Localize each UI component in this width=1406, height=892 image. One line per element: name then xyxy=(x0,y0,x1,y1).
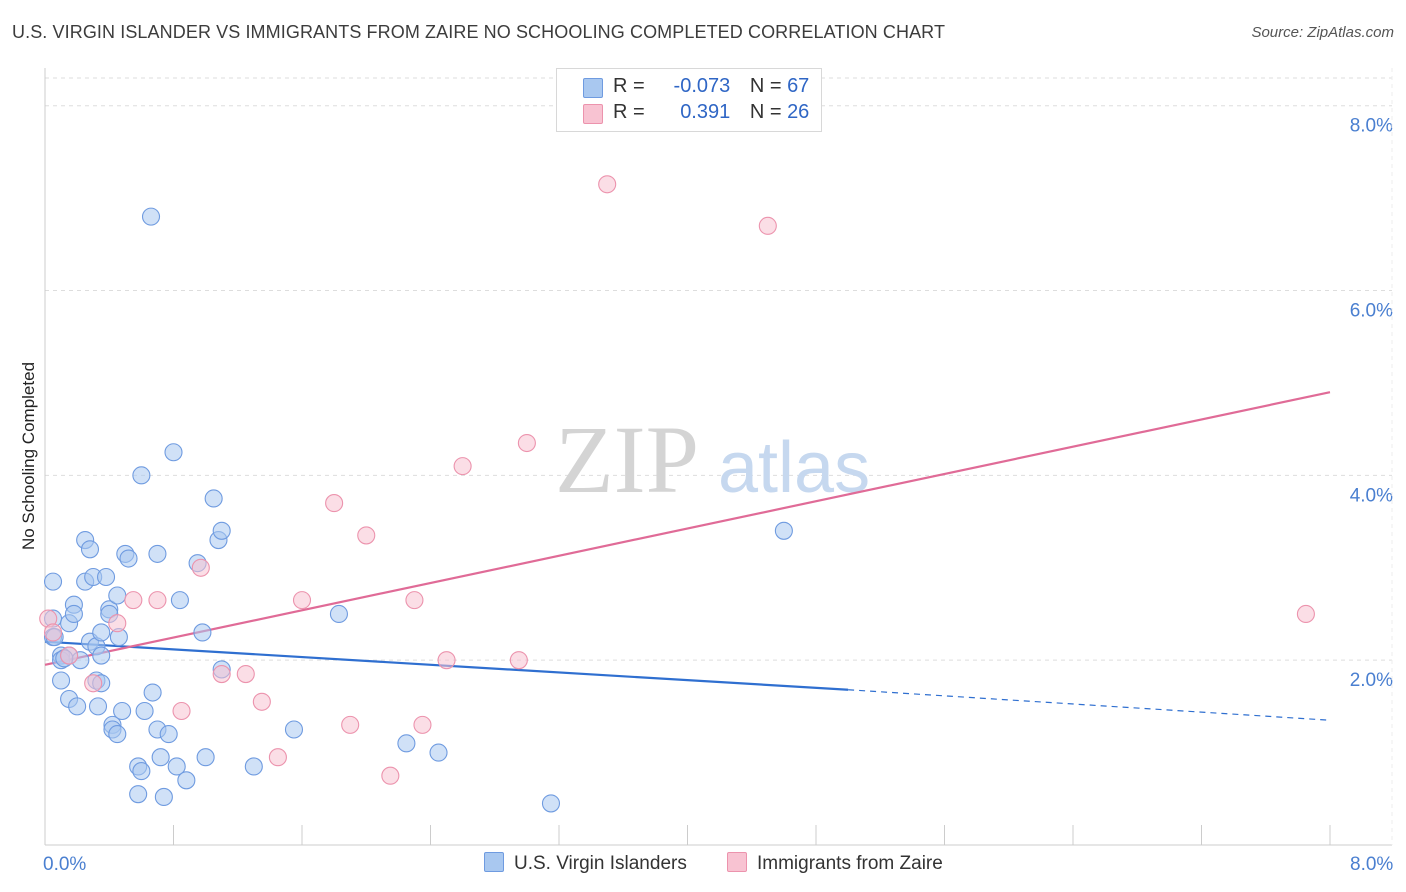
watermark: ZIP atlas xyxy=(555,406,870,513)
point-virgin-islander xyxy=(119,549,138,568)
point-zaire xyxy=(381,766,400,785)
r-value: -0.073 xyxy=(673,75,731,97)
point-virgin-islander xyxy=(141,207,161,226)
point-virgin-islander xyxy=(80,540,100,559)
point-virgin-islander xyxy=(148,544,167,563)
point-zaire xyxy=(598,175,617,194)
grid-lines xyxy=(45,77,1392,661)
y-tick-label: 8.0% xyxy=(1350,116,1393,137)
legend-swatch-pink xyxy=(583,104,603,124)
data-points xyxy=(39,175,1315,813)
point-virgin-islander xyxy=(52,671,71,690)
point-virgin-islander xyxy=(541,794,561,813)
point-virgin-islander xyxy=(132,762,151,781)
x-tick-right: 8.0% xyxy=(1350,854,1393,875)
point-virgin-islander xyxy=(167,757,186,776)
y-axis-label: No Schooling Completed xyxy=(19,362,38,550)
point-zaire xyxy=(148,591,167,610)
n-label: N = xyxy=(749,101,782,123)
point-zaire xyxy=(517,433,536,453)
point-virgin-islander xyxy=(64,604,83,624)
n-value: 26 xyxy=(787,101,810,123)
point-zaire xyxy=(325,494,344,513)
legend-swatch-pink xyxy=(727,852,747,872)
watermark-zip: ZIP xyxy=(555,406,699,513)
r-label: R = xyxy=(613,101,645,123)
point-virgin-islander xyxy=(193,623,212,642)
n-value: 67 xyxy=(787,75,810,97)
point-virgin-islander xyxy=(132,466,151,485)
point-zaire xyxy=(43,623,63,642)
point-zaire xyxy=(341,715,360,734)
legend-label: U.S. Virgin Islanders xyxy=(514,853,687,874)
source-label: Source: ZipAtlas.com xyxy=(1251,24,1394,41)
point-zaire xyxy=(108,614,127,633)
point-zaire xyxy=(357,526,376,545)
point-zaire xyxy=(172,701,191,721)
point-virgin-islander xyxy=(244,757,263,776)
point-virgin-islander xyxy=(204,489,223,508)
legend-label: Immigrants from Zaire xyxy=(757,853,943,874)
point-virgin-islander xyxy=(164,443,183,462)
point-virgin-islander xyxy=(108,586,127,605)
trend-line-1 xyxy=(44,391,1331,666)
point-zaire xyxy=(1296,604,1315,624)
point-virgin-islander xyxy=(143,683,162,702)
point-zaire xyxy=(268,748,287,767)
watermark-atlas: atlas xyxy=(718,428,870,508)
stats-legend: R = -0.073 N = 67 R = 0.391 N = 26 xyxy=(556,68,822,132)
point-zaire xyxy=(84,674,103,693)
point-virgin-islander xyxy=(43,572,63,591)
point-virgin-islander xyxy=(129,785,148,804)
x-tick-left: 0.0% xyxy=(43,854,86,875)
point-zaire xyxy=(437,651,456,670)
chart-title: U.S. VIRGIN ISLANDER VS IMMIGRANTS FROM … xyxy=(12,22,946,42)
point-virgin-islander xyxy=(170,591,189,610)
legend-swatch-blue xyxy=(484,852,504,872)
point-zaire xyxy=(191,558,210,577)
point-virgin-islander xyxy=(177,771,196,790)
point-virgin-islander xyxy=(113,701,132,721)
point-zaire xyxy=(236,664,255,684)
point-virgin-islander xyxy=(88,697,108,716)
bottom-legend-virgin-islanders[interactable]: U.S. Virgin Islanders xyxy=(484,852,687,875)
y-tick-label: 2.0% xyxy=(1350,670,1393,691)
y-tick-label: 4.0% xyxy=(1350,485,1393,506)
point-zaire xyxy=(60,646,79,665)
point-virgin-islander xyxy=(429,743,448,762)
point-zaire xyxy=(124,591,143,610)
point-zaire xyxy=(212,664,231,684)
point-zaire xyxy=(509,651,528,670)
point-virgin-islander xyxy=(96,567,116,587)
point-virgin-islander xyxy=(68,697,87,716)
point-zaire xyxy=(453,457,472,476)
point-zaire xyxy=(252,692,271,711)
bottom-legend-zaire[interactable]: Immigrants from Zaire xyxy=(727,852,943,875)
point-virgin-islander xyxy=(329,604,348,624)
point-virgin-islander xyxy=(159,725,178,744)
point-zaire xyxy=(292,591,312,610)
point-virgin-islander xyxy=(135,701,154,721)
point-zaire xyxy=(758,216,777,235)
axes: 2.0% 4.0% 6.0% 8.0% xyxy=(44,68,1393,846)
point-virgin-islander xyxy=(108,725,127,744)
point-virgin-islander xyxy=(397,734,416,753)
r-value: 0.391 xyxy=(680,101,731,123)
point-virgin-islander xyxy=(154,787,173,806)
point-virgin-islander xyxy=(92,623,111,642)
point-zaire xyxy=(405,591,424,610)
y-tick-label: 6.0% xyxy=(1350,301,1393,322)
point-virgin-islander xyxy=(284,720,304,739)
n-label: N = xyxy=(749,75,782,97)
point-virgin-islander xyxy=(212,521,231,540)
legend-swatch-blue xyxy=(583,78,603,98)
point-virgin-islander xyxy=(151,748,170,767)
r-label: R = xyxy=(613,75,645,97)
point-zaire xyxy=(413,715,432,734)
point-virgin-islander xyxy=(92,646,111,665)
point-virgin-islander xyxy=(774,521,793,540)
trend-line-dashed-0 xyxy=(848,689,1331,721)
point-virgin-islander xyxy=(196,748,215,767)
